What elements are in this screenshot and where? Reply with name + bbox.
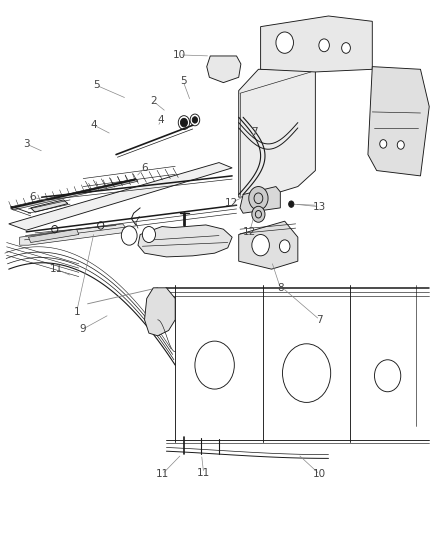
Circle shape <box>283 344 331 402</box>
Text: 10: 10 <box>173 50 186 60</box>
Circle shape <box>142 227 155 243</box>
Circle shape <box>276 32 293 53</box>
Circle shape <box>121 226 137 245</box>
Text: 2: 2 <box>150 96 157 106</box>
Circle shape <box>397 141 404 149</box>
Polygon shape <box>28 229 79 243</box>
Polygon shape <box>240 187 280 213</box>
Text: 11: 11 <box>155 470 169 479</box>
Text: 13: 13 <box>313 202 326 212</box>
Circle shape <box>195 341 234 389</box>
Circle shape <box>374 360 401 392</box>
Circle shape <box>319 39 329 52</box>
Polygon shape <box>145 288 175 336</box>
Circle shape <box>252 235 269 256</box>
Polygon shape <box>31 200 68 212</box>
Text: 1: 1 <box>73 307 80 317</box>
Text: 4: 4 <box>91 120 98 130</box>
Circle shape <box>342 43 350 53</box>
Polygon shape <box>9 163 232 230</box>
Polygon shape <box>11 179 138 210</box>
Text: 5: 5 <box>93 80 100 90</box>
Polygon shape <box>261 16 372 72</box>
Text: 11: 11 <box>197 469 210 478</box>
Text: 7: 7 <box>316 315 323 325</box>
Circle shape <box>180 118 187 127</box>
Polygon shape <box>138 225 232 257</box>
Text: 6: 6 <box>141 163 148 173</box>
Polygon shape <box>239 221 298 269</box>
Text: 6: 6 <box>29 192 36 202</box>
Text: 7: 7 <box>251 127 258 136</box>
Circle shape <box>252 206 265 222</box>
Text: 10: 10 <box>313 470 326 479</box>
Circle shape <box>249 187 268 210</box>
Polygon shape <box>239 69 315 197</box>
Circle shape <box>192 117 198 123</box>
Polygon shape <box>368 67 429 176</box>
Polygon shape <box>207 56 241 83</box>
Circle shape <box>289 201 294 207</box>
Text: 5: 5 <box>180 76 187 86</box>
Polygon shape <box>20 224 129 245</box>
Text: 4: 4 <box>158 115 165 125</box>
Text: 12: 12 <box>225 198 238 207</box>
Text: 9: 9 <box>79 325 86 334</box>
Text: 12: 12 <box>243 227 256 237</box>
Text: 3: 3 <box>23 139 30 149</box>
Text: 8: 8 <box>277 283 284 293</box>
Circle shape <box>380 140 387 148</box>
Text: 11: 11 <box>49 264 63 274</box>
Circle shape <box>279 240 290 253</box>
